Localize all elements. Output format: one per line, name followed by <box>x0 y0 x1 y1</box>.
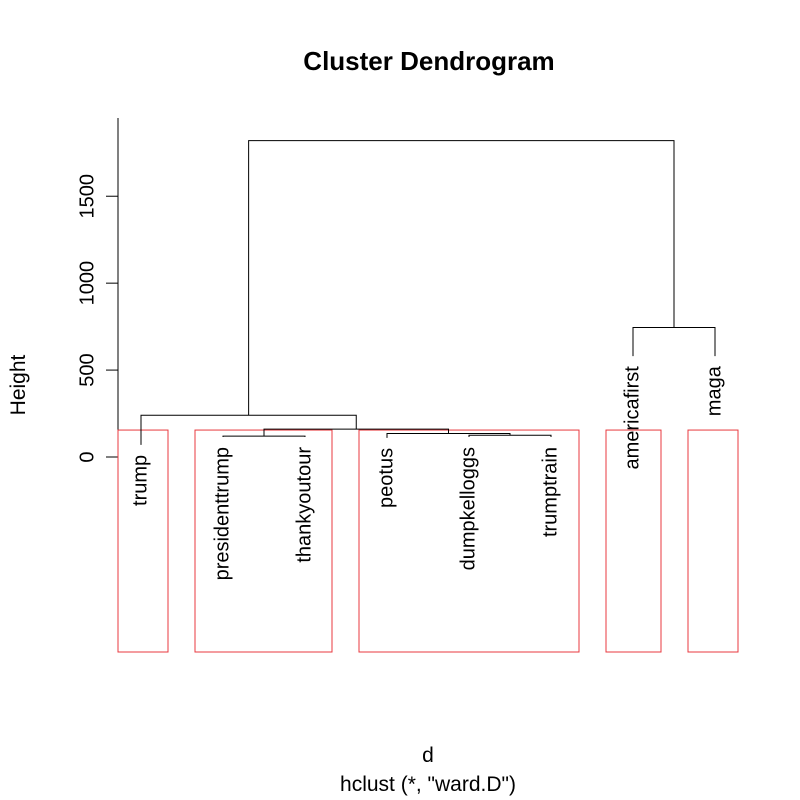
cluster-rect-3 <box>358 429 580 653</box>
leaf-label-dumpkelloggs: dumpkelloggs <box>457 447 479 570</box>
merge-branch-3 <box>386 433 511 438</box>
chart-title: Cluster Dendrogram <box>303 46 554 76</box>
cluster-rect-1 <box>117 429 169 653</box>
leaf-label-presidenttrump: presidenttrump <box>211 447 233 580</box>
leaf-label-maga: maga <box>703 365 725 416</box>
leaf-label-trump: trump <box>129 455 151 506</box>
subtitle-method: hclust (*, "ward.D") <box>340 773 516 796</box>
leaf-label-peotus: peotus <box>375 448 397 508</box>
y-tick-label: 500 <box>76 353 98 386</box>
y-axis: 0 500 1000 1500 <box>76 118 119 463</box>
merge-branch-7 <box>248 140 675 416</box>
y-tick-label: 0 <box>76 451 98 462</box>
leaf-label-americafirst: americafirst <box>621 366 643 470</box>
y-tick-label: 1000 <box>76 261 98 306</box>
merge-branch-4 <box>263 428 449 437</box>
cluster-rect-4 <box>605 429 662 653</box>
leaf-label-thankyoutour: thankyoutour <box>293 447 315 563</box>
merge-branch-5 <box>140 414 357 445</box>
x-axis-label: d <box>422 744 434 767</box>
merge-branch-2 <box>468 434 552 438</box>
merge-branch-6 <box>632 326 716 357</box>
leaf-labels: trump presidenttrump thankyoutour peotus dum… <box>129 365 725 580</box>
cluster-rect-5 <box>687 429 739 653</box>
merge-branch-1 <box>222 435 306 438</box>
dendrogram-tree <box>140 140 716 445</box>
cluster-rectangles <box>117 429 739 653</box>
y-tick-label: 1500 <box>76 174 98 219</box>
leaf-label-trumptrain: trumptrain <box>539 447 561 537</box>
y-axis-label: Height <box>7 354 30 415</box>
